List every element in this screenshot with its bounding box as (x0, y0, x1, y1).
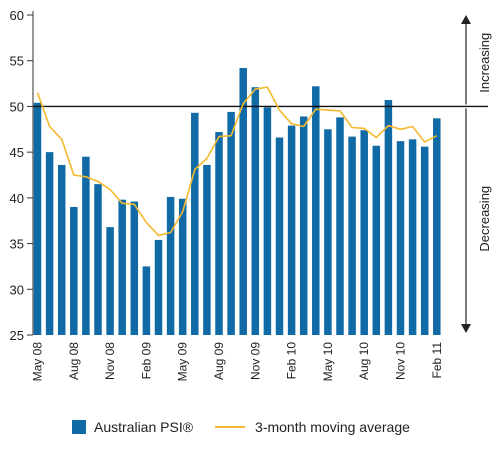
bar (57, 164, 66, 335)
legend-label-moving-average: 3-month moving average (255, 419, 410, 435)
bar (384, 100, 393, 336)
legend-swatch-psi (72, 420, 86, 434)
legend-swatch-moving-average (215, 426, 246, 428)
x-tick-label: May 10 (321, 342, 335, 382)
legend-item-psi: Australian PSI® (72, 419, 193, 435)
x-tick-label: May 09 (176, 342, 190, 382)
bar (360, 130, 368, 335)
bar (312, 86, 320, 335)
direction-indicator: Increasing Decreasing (461, 15, 492, 333)
bar (251, 87, 260, 335)
bar (299, 116, 308, 335)
psi-chart: 25 30 35 40 45 50 55 60 May 08 Aug 08 Nov 08 Feb 0… (10, 8, 492, 382)
x-tick-label: Feb 09 (139, 342, 153, 380)
bar (420, 146, 429, 335)
bar (118, 199, 126, 335)
bar (324, 129, 332, 335)
bar (70, 207, 78, 335)
bar (372, 145, 381, 335)
y-tick-label: 35 (10, 237, 24, 252)
x-tick-label: Nov 10 (394, 342, 408, 380)
bar (203, 164, 211, 335)
bar (166, 196, 175, 335)
bar (82, 156, 90, 335)
bar (396, 141, 405, 335)
bar (239, 68, 247, 336)
x-tick-label: May 08 (31, 342, 45, 382)
x-tick-label: Feb 11 (430, 342, 444, 379)
bar (130, 201, 139, 335)
x-tick-label: Feb 10 (285, 342, 299, 380)
y-tick-label: 50 (10, 99, 24, 114)
bar (178, 198, 187, 335)
x-tick-label: Aug 10 (357, 342, 371, 380)
bar (348, 136, 356, 335)
bar (154, 239, 163, 335)
decreasing-arrowhead-icon (461, 324, 471, 333)
decreasing-label: Decreasing (477, 186, 492, 252)
bar (227, 111, 235, 336)
bar (275, 137, 284, 335)
bar (287, 125, 296, 335)
bar (106, 227, 114, 335)
increasing-arrowhead-icon (461, 15, 471, 24)
bar (45, 152, 54, 335)
x-tick-label: Aug 08 (67, 342, 81, 380)
legend-item-moving-average: 3-month moving average (215, 419, 410, 435)
bar (263, 107, 272, 335)
legend: Australian PSI® 3-month moving average (72, 417, 432, 437)
bar (408, 139, 417, 335)
y-tick-label: 40 (10, 191, 24, 206)
x-tick-label: Nov 08 (103, 342, 117, 380)
bar (336, 117, 344, 336)
moving-average-layer (36, 86, 438, 237)
y-tick-label: 25 (10, 328, 24, 343)
x-tick-label: Nov 09 (248, 342, 262, 380)
bar (94, 184, 102, 335)
bar (433, 118, 441, 335)
moving-average-line (36, 86, 438, 237)
bar (215, 132, 223, 335)
y-tick-label: 45 (10, 145, 24, 160)
bar (33, 102, 42, 336)
y-tick-label: 55 (10, 54, 24, 69)
y-tick-label: 60 (10, 8, 24, 23)
y-tick-label: 30 (10, 282, 24, 297)
x-tick-label: Aug 09 (212, 342, 226, 380)
bar (191, 112, 199, 335)
increasing-label: Increasing (477, 33, 492, 93)
legend-label-psi: Australian PSI® (94, 419, 194, 435)
y-axis-layer: 25 30 35 40 45 50 55 60 (10, 8, 34, 343)
bar (142, 266, 151, 335)
x-axis-layer: May 08 Aug 08 Nov 08 Feb 09 May 09 Aug 09 Nov … (31, 342, 444, 382)
bars-layer (33, 68, 488, 336)
